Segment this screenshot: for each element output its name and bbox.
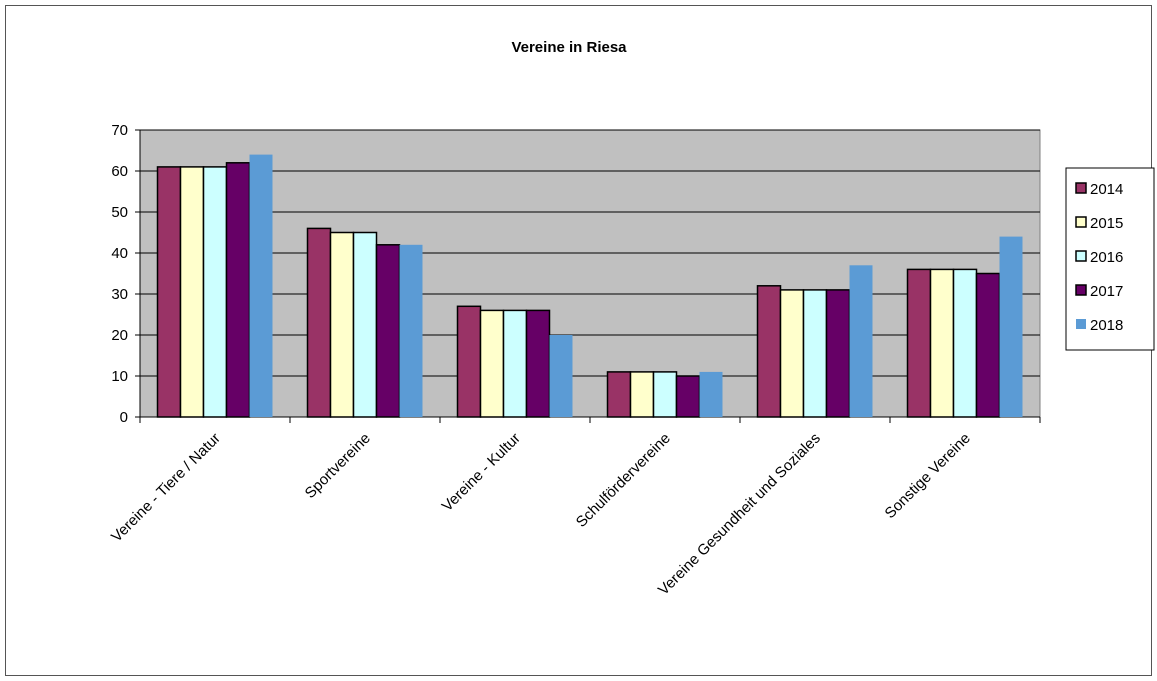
y-tick-label: 10 [111, 368, 128, 385]
bar-2016 [652, 371, 678, 418]
bar-2015 [179, 166, 205, 418]
bar-2014 [156, 166, 182, 418]
chart-title: Vereine in Riesa [511, 39, 627, 56]
bar-2015 [479, 309, 505, 418]
bar-2017 [375, 244, 401, 418]
legend-label: 2017 [1090, 283, 1123, 300]
bar-2015 [629, 371, 655, 418]
y-tick-label: 30 [111, 286, 128, 303]
bar-2014 [606, 371, 632, 418]
bar-2018 [549, 335, 573, 417]
x-category-label: Vereine - Tiere / Natur [108, 430, 224, 546]
bar-2018 [999, 236, 1023, 417]
bar-2018 [699, 371, 723, 417]
legend-swatch-2016 [1075, 250, 1087, 262]
y-tick-label: 60 [111, 163, 128, 180]
legend-label: 2015 [1090, 215, 1123, 232]
bar-2017 [975, 272, 1001, 418]
x-category-label: Vereine - Kultur [439, 430, 524, 515]
bar-2017 [825, 289, 851, 418]
legend: 2014 2015 2016 2017 2018 [1065, 167, 1155, 351]
bar-2018 [399, 244, 423, 417]
x-category-label: Schulfördervereine [573, 430, 674, 531]
y-tick-label: 40 [111, 245, 128, 262]
y-tick-label: 20 [111, 327, 128, 344]
bar-2014 [306, 227, 332, 418]
legend-swatch-2018 [1076, 319, 1086, 329]
y-tick-label: 0 [120, 409, 128, 426]
y-tick-label: 70 [111, 122, 128, 139]
legend-label: 2018 [1090, 317, 1123, 334]
bar-2017 [525, 309, 551, 418]
bar-2015 [329, 231, 355, 418]
bar-2017 [225, 162, 251, 418]
bar-2014 [756, 285, 782, 418]
bar-2016 [952, 268, 978, 418]
legend-label: 2016 [1090, 249, 1123, 266]
bar-2015 [929, 268, 955, 418]
x-category-label: Vereine Gesundheit und Soziales [655, 430, 824, 599]
legend-label: 2014 [1090, 181, 1123, 198]
x-category-label: Sportvereine [302, 430, 374, 502]
bar-2014 [906, 268, 932, 418]
y-tick-label: 50 [111, 204, 128, 221]
plot-area: 0 10 20 30 40 50 60 70 Vereine - Tiere / Natur Sp… [108, 122, 1041, 599]
bar-2017 [675, 375, 701, 418]
bar-2014 [456, 305, 482, 418]
bar-2015 [779, 289, 805, 418]
bar-2016 [802, 289, 828, 418]
legend-swatch-2014 [1075, 182, 1087, 194]
bar-2016 [202, 166, 228, 418]
plot-background [139, 129, 1041, 418]
bar-2016 [502, 309, 528, 418]
bar-2016 [352, 231, 378, 418]
x-category-label: Sonstige Vereine [882, 430, 974, 522]
legend-swatch-2017 [1075, 284, 1087, 296]
bar-2018 [249, 154, 273, 417]
bar-2018 [849, 265, 873, 417]
legend-swatch-2015 [1075, 216, 1087, 228]
